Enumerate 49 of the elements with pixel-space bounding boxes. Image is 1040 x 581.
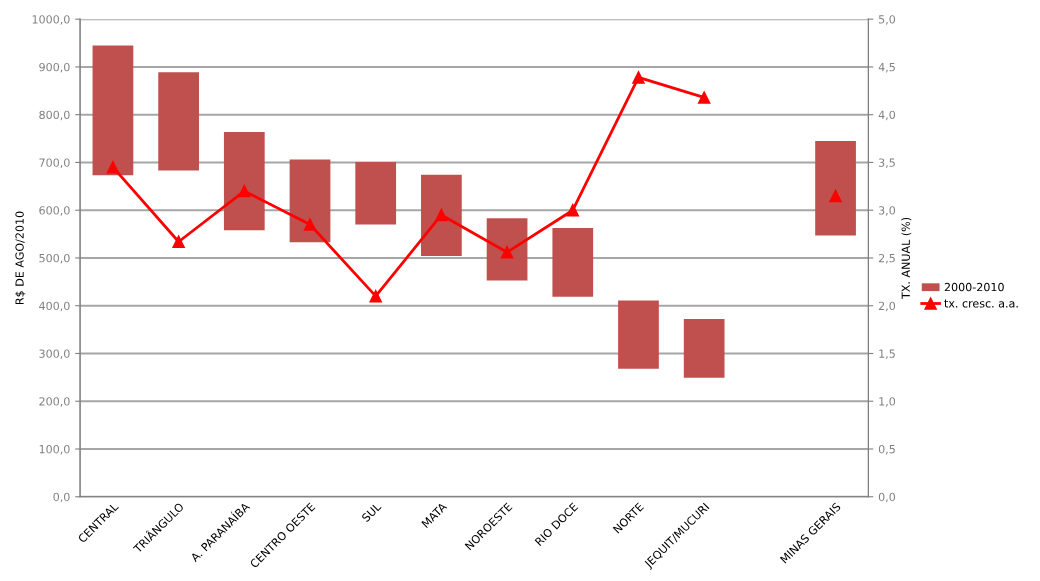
point [238, 184, 251, 198]
bar [815, 140, 856, 236]
y2-tick-label: 2,5 [878, 253, 895, 264]
y-tick-label: 200,0 [39, 397, 70, 407]
point [303, 218, 317, 231]
point [500, 245, 514, 259]
bar [158, 72, 199, 171]
legend-label: 2000-2010 [944, 282, 1004, 292]
bar [223, 131, 265, 231]
legend-label: tx. cresc. a.a. [944, 299, 1018, 308]
point [632, 71, 645, 84]
point [106, 160, 120, 174]
bar [552, 227, 594, 297]
bar [92, 45, 134, 176]
bar [289, 159, 331, 243]
y-tick-label: 900,0 [39, 62, 70, 73]
bar [421, 174, 462, 257]
y-tick-label: 0,0 [53, 492, 70, 503]
y-tick-label: 400,0 [39, 301, 70, 312]
y2-tick-label: 1,5 [879, 349, 895, 359]
y2-tick-label: 2,0 [878, 301, 896, 312]
bar [618, 300, 659, 369]
bar [486, 218, 528, 281]
y2-tick-label: 0,0 [878, 492, 896, 503]
y2-axis-title: TX. ANUAL (%) [901, 217, 912, 300]
point [172, 235, 185, 248]
y2-tick-label: 3,5 [878, 158, 895, 168]
bar [683, 319, 725, 378]
y2-tick-label: 1,0 [879, 397, 896, 407]
y-tick-label: 800,0 [39, 110, 70, 121]
y-tick-label: 300,0 [39, 349, 70, 359]
point [566, 203, 580, 217]
y-tick-label: 100,0 [39, 444, 70, 455]
y-axis-title: R$ DE AGO/2010 [15, 211, 26, 304]
y2-tick-label: 0,5 [878, 444, 895, 455]
point [435, 208, 448, 222]
y-tick-label: 700,0 [39, 158, 70, 168]
y-tick-label: 1000,0 [32, 15, 70, 25]
y-tick-label: 500,0 [39, 253, 70, 264]
point [369, 289, 382, 303]
x-tick-label: SUL [361, 501, 382, 523]
y2-tick-label: 5,0 [878, 15, 896, 25]
y2-tick-label: 3,0 [878, 206, 896, 216]
point [829, 189, 842, 203]
y2-tick-label: 4,0 [878, 110, 896, 121]
y2-tick-label: 4,5 [878, 63, 895, 73]
bar [355, 161, 397, 225]
point [697, 91, 711, 104]
y-tick-label: 600,0 [39, 206, 70, 216]
